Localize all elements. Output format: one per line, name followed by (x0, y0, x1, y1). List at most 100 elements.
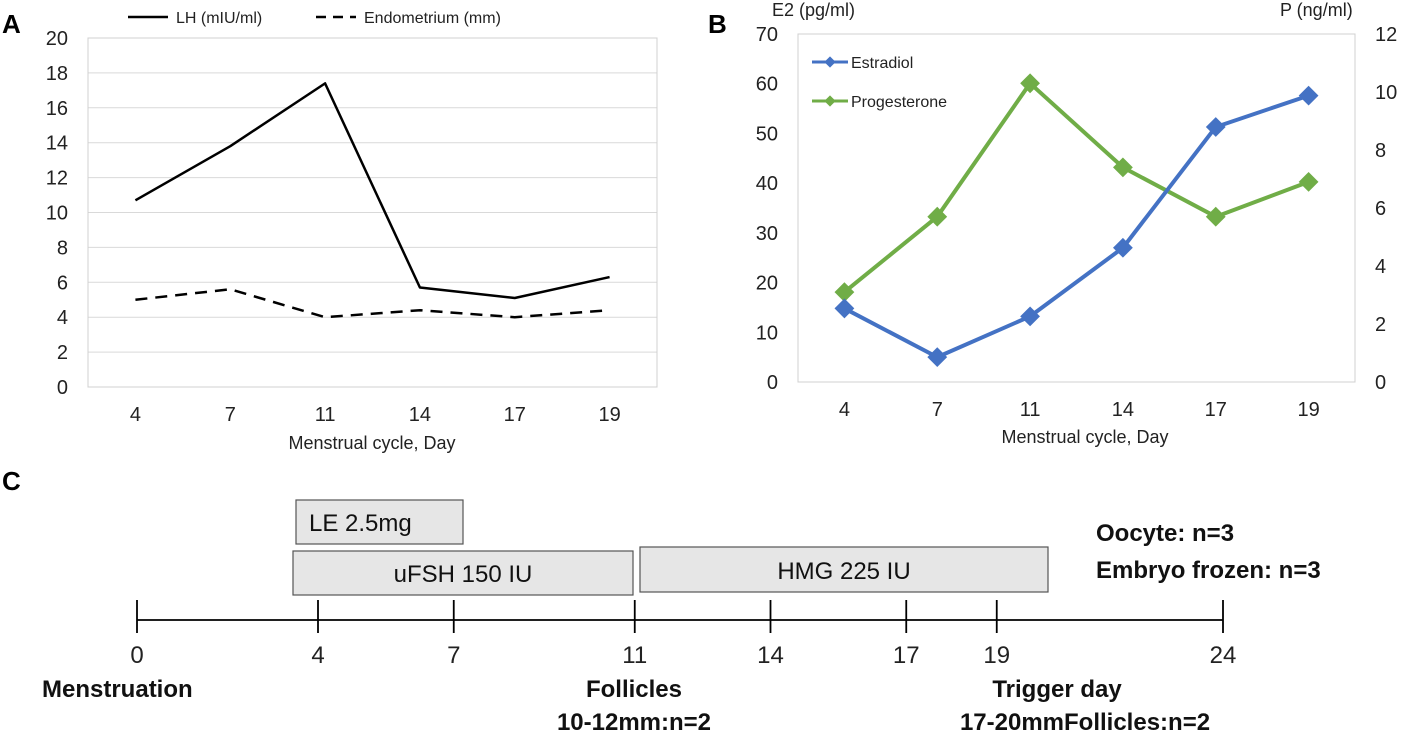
chart-b: 0 10 20 30 40 50 60 70 0 2 4 6 8 10 12 4 7 11 14 17 19 E2 … (756, 0, 1398, 447)
chart-b-left-y-tick-labels: 0 10 20 30 40 50 60 70 (756, 24, 778, 394)
chart-b-right-y-tick-label: 2 (1375, 314, 1386, 336)
chart-b-legend-progesterone: Progesterone (851, 94, 947, 111)
chart-b-left-y-tick-label: 20 (756, 273, 778, 295)
chart-b-right-y-tick-labels: 0 2 4 6 8 10 12 (1375, 24, 1397, 394)
oocyte-result: Oocyte: n=3 (1096, 520, 1234, 547)
chart-a-x-tick-label: 14 (409, 404, 431, 426)
panel-label-c: C (2, 466, 21, 496)
chart-a-series (134, 82, 610, 319)
chart-b-x-tick-label: 7 (932, 399, 943, 421)
chart-a: 0 2 4 6 8 10 12 14 16 18 20 4 7 11 14 17 19 Menstrual c… (46, 10, 658, 453)
chart-b-left-y-tick-label: 70 (756, 24, 778, 46)
chart-a-y-tick-labels: 0 2 4 6 8 10 12 14 16 18 20 (46, 28, 68, 399)
chart-b-point-estradiol (834, 298, 855, 319)
chart-a-y-tick-label: 12 (46, 168, 68, 190)
chart-b-series-line-estradiol (843, 93, 1310, 360)
chart-b-right-y-tick-label: 4 (1375, 256, 1386, 278)
chart-b-left-y-tick-label: 50 (756, 123, 778, 145)
chart-b-x-axis-title: Menstrual cycle, Day (1001, 427, 1168, 447)
chart-b-right-axis-title: P (ng/ml) (1280, 0, 1353, 20)
chart-b-left-axis-title: E2 (pg/ml) (772, 0, 855, 20)
hmg-box-label: HMG 225 IU (777, 558, 910, 585)
le-box-label: LE 2.5mg (309, 510, 412, 537)
chart-b-left-y-tick-label: 30 (756, 223, 778, 245)
panel-label-a: A (2, 9, 21, 39)
timeline-ticks: 0 4 7 11 14 17 19 24 (130, 600, 1236, 669)
chart-b-right-y-tick-label: 8 (1375, 140, 1386, 162)
chart-a-legend-lh: LH (mIU/ml) (176, 10, 262, 27)
chart-a-y-tick-label: 0 (57, 377, 68, 399)
chart-b-right-y-tick-label: 6 (1375, 198, 1386, 220)
chart-b-point-estradiol (927, 347, 948, 368)
timeline-tick-label: 11 (622, 642, 647, 669)
chart-a-y-tick-label: 6 (57, 272, 68, 294)
chart-a-x-tick-label: 17 (504, 404, 526, 426)
chart-a-gridlines (88, 37, 657, 388)
chart-a-y-tick-label: 2 (57, 342, 68, 364)
chart-a-y-tick-label: 4 (57, 307, 68, 329)
chart-a-plot-area (87, 37, 658, 388)
chart-a-x-tick-labels: 4 7 11 14 17 19 (130, 404, 621, 426)
chart-b-legend-marker-progesterone (824, 95, 836, 107)
embryo-frozen-result: Embryo frozen: n=3 (1096, 557, 1321, 584)
timeline-tick-label: 19 (983, 642, 1010, 669)
follicles-detail: 10-12mm:n=2 (557, 709, 711, 734)
trigger-detail: 17-20mmFollicles:n=2 (960, 709, 1210, 734)
trigger-day-label: Trigger day (992, 676, 1122, 703)
chart-b-x-tick-label: 14 (1112, 399, 1134, 421)
chart-a-y-tick-label: 14 (46, 133, 68, 155)
le-box (295, 499, 464, 545)
chart-a-x-tick-label: 4 (130, 404, 141, 426)
chart-a-x-tick-label: 19 (598, 404, 620, 426)
treatment-timeline: LE 2.5mg uFSH 150 IU HMG 225 IU Oocyte: … (42, 499, 1321, 734)
chart-a-x-axis-title: Menstrual cycle, Day (288, 433, 455, 453)
chart-b-left-y-tick-label: 40 (756, 173, 778, 195)
chart-b-series (834, 73, 1319, 368)
chart-b-x-tick-label: 19 (1297, 399, 1319, 421)
chart-b-legend-marker-estradiol (824, 56, 836, 68)
menstruation-label: Menstruation (42, 676, 193, 703)
chart-b-point-progesterone (834, 282, 855, 302)
chart-b-point-estradiol (1298, 85, 1319, 106)
chart-b-point-progesterone (1298, 172, 1319, 192)
chart-b-x-tick-label: 4 (839, 399, 850, 421)
chart-b-left-y-tick-label: 60 (756, 74, 778, 96)
chart-a-y-tick-label: 18 (46, 63, 68, 85)
chart-b-point-estradiol (1113, 237, 1133, 258)
chart-b-left-y-tick-label: 10 (756, 322, 778, 344)
chart-b-series-line-progesterone (843, 81, 1310, 294)
chart-a-x-tick-label: 7 (225, 404, 236, 426)
chart-a-legend-endometrium: Endometrium (mm) (364, 10, 501, 27)
timeline-tick-label: 17 (893, 642, 920, 669)
chart-a-series-line-lh (134, 82, 610, 300)
panel-label-b: B (708, 9, 727, 39)
chart-b-left-y-tick-label: 0 (767, 372, 778, 394)
chart-a-series-line-endometrium (135, 288, 610, 319)
chart-a-y-tick-label: 20 (46, 28, 68, 50)
chart-a-y-tick-label: 8 (57, 237, 68, 259)
chart-a-y-tick-label: 10 (46, 203, 68, 225)
chart-b-right-y-tick-label: 12 (1375, 24, 1397, 46)
timeline-tick-label: 0 (130, 642, 143, 669)
timeline-tick-label: 24 (1210, 642, 1237, 669)
chart-b-legend-estradiol: Estradiol (851, 55, 913, 72)
ufsh-box-label: uFSH 150 IU (394, 561, 533, 588)
chart-b-right-y-tick-label: 0 (1375, 372, 1386, 394)
chart-a-x-tick-label: 11 (315, 404, 336, 426)
chart-b-point-estradiol (1205, 117, 1226, 137)
follicles-label: Follicles (586, 676, 682, 703)
chart-b-x-tick-label: 11 (1020, 399, 1041, 421)
timeline-tick-label: 4 (311, 642, 324, 669)
timeline-tick-label: 7 (447, 642, 460, 669)
chart-a-y-tick-label: 16 (46, 98, 68, 120)
chart-b-plot-area (797, 33, 1356, 383)
chart-b-right-y-tick-label: 10 (1375, 82, 1397, 104)
chart-b-point-progesterone (1205, 206, 1226, 227)
timeline-tick-label: 14 (757, 642, 784, 669)
chart-b-x-tick-label: 17 (1205, 399, 1227, 421)
chart-b-x-tick-labels: 4 7 11 14 17 19 (839, 399, 1320, 421)
hmg-box (639, 546, 1049, 593)
chart-b-point-progesterone (1113, 157, 1133, 178)
ufsh-box (292, 550, 634, 596)
